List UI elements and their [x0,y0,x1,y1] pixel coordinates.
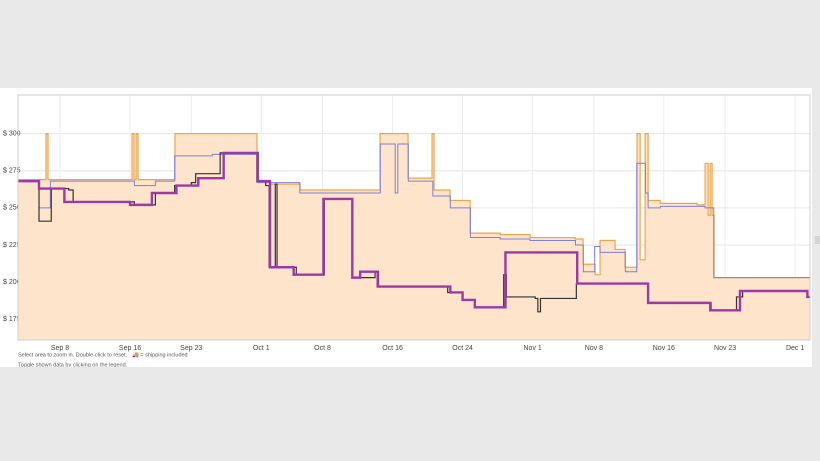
x-tick-label: Nov 23 [714,345,736,352]
y-tick-label: $ 225 [3,242,21,249]
x-tick-label: Dec 1 [786,345,804,352]
y-tick-label: $ 175 [3,316,21,323]
note: Toggle shown data by clicking on the leg… [18,362,128,368]
x-tick-label: Oct 1 [253,345,270,352]
price-line [18,151,810,312]
area [18,133,810,340]
x-tick-label: Sep 16 [119,345,141,352]
x-tick-label: Sep 23 [180,345,202,352]
price-line [18,133,810,279]
x-tick-label: Nov 1 [523,345,541,352]
price-line [18,143,810,279]
x-tick-label: Nov 16 [653,345,675,352]
x-tick-label: Sep 8 [51,345,69,352]
plot-frame [17,94,811,341]
y-tick-label: $ 250 [3,205,21,212]
x-tick-label: Oct 24 [452,345,473,352]
note: Select area to zoom in. Double-click to … [18,352,128,358]
x-tick-label: Oct 16 [382,345,403,352]
plot: $ 175 $ 200 $ 225 $ 250 $ 275 $ 300 Sep 8 Sep 1… [3,94,811,368]
y-tick-label: $ 275 [3,168,21,175]
note: 🚚 = shipping included [132,352,188,358]
x-tick-label: Nov 8 [585,345,603,352]
x-tick-label: Oct 8 [314,345,331,352]
y-tick-label: $ 300 [3,130,21,137]
y-tick-label: $ 200 [3,279,21,286]
scroll-handle [815,236,820,244]
